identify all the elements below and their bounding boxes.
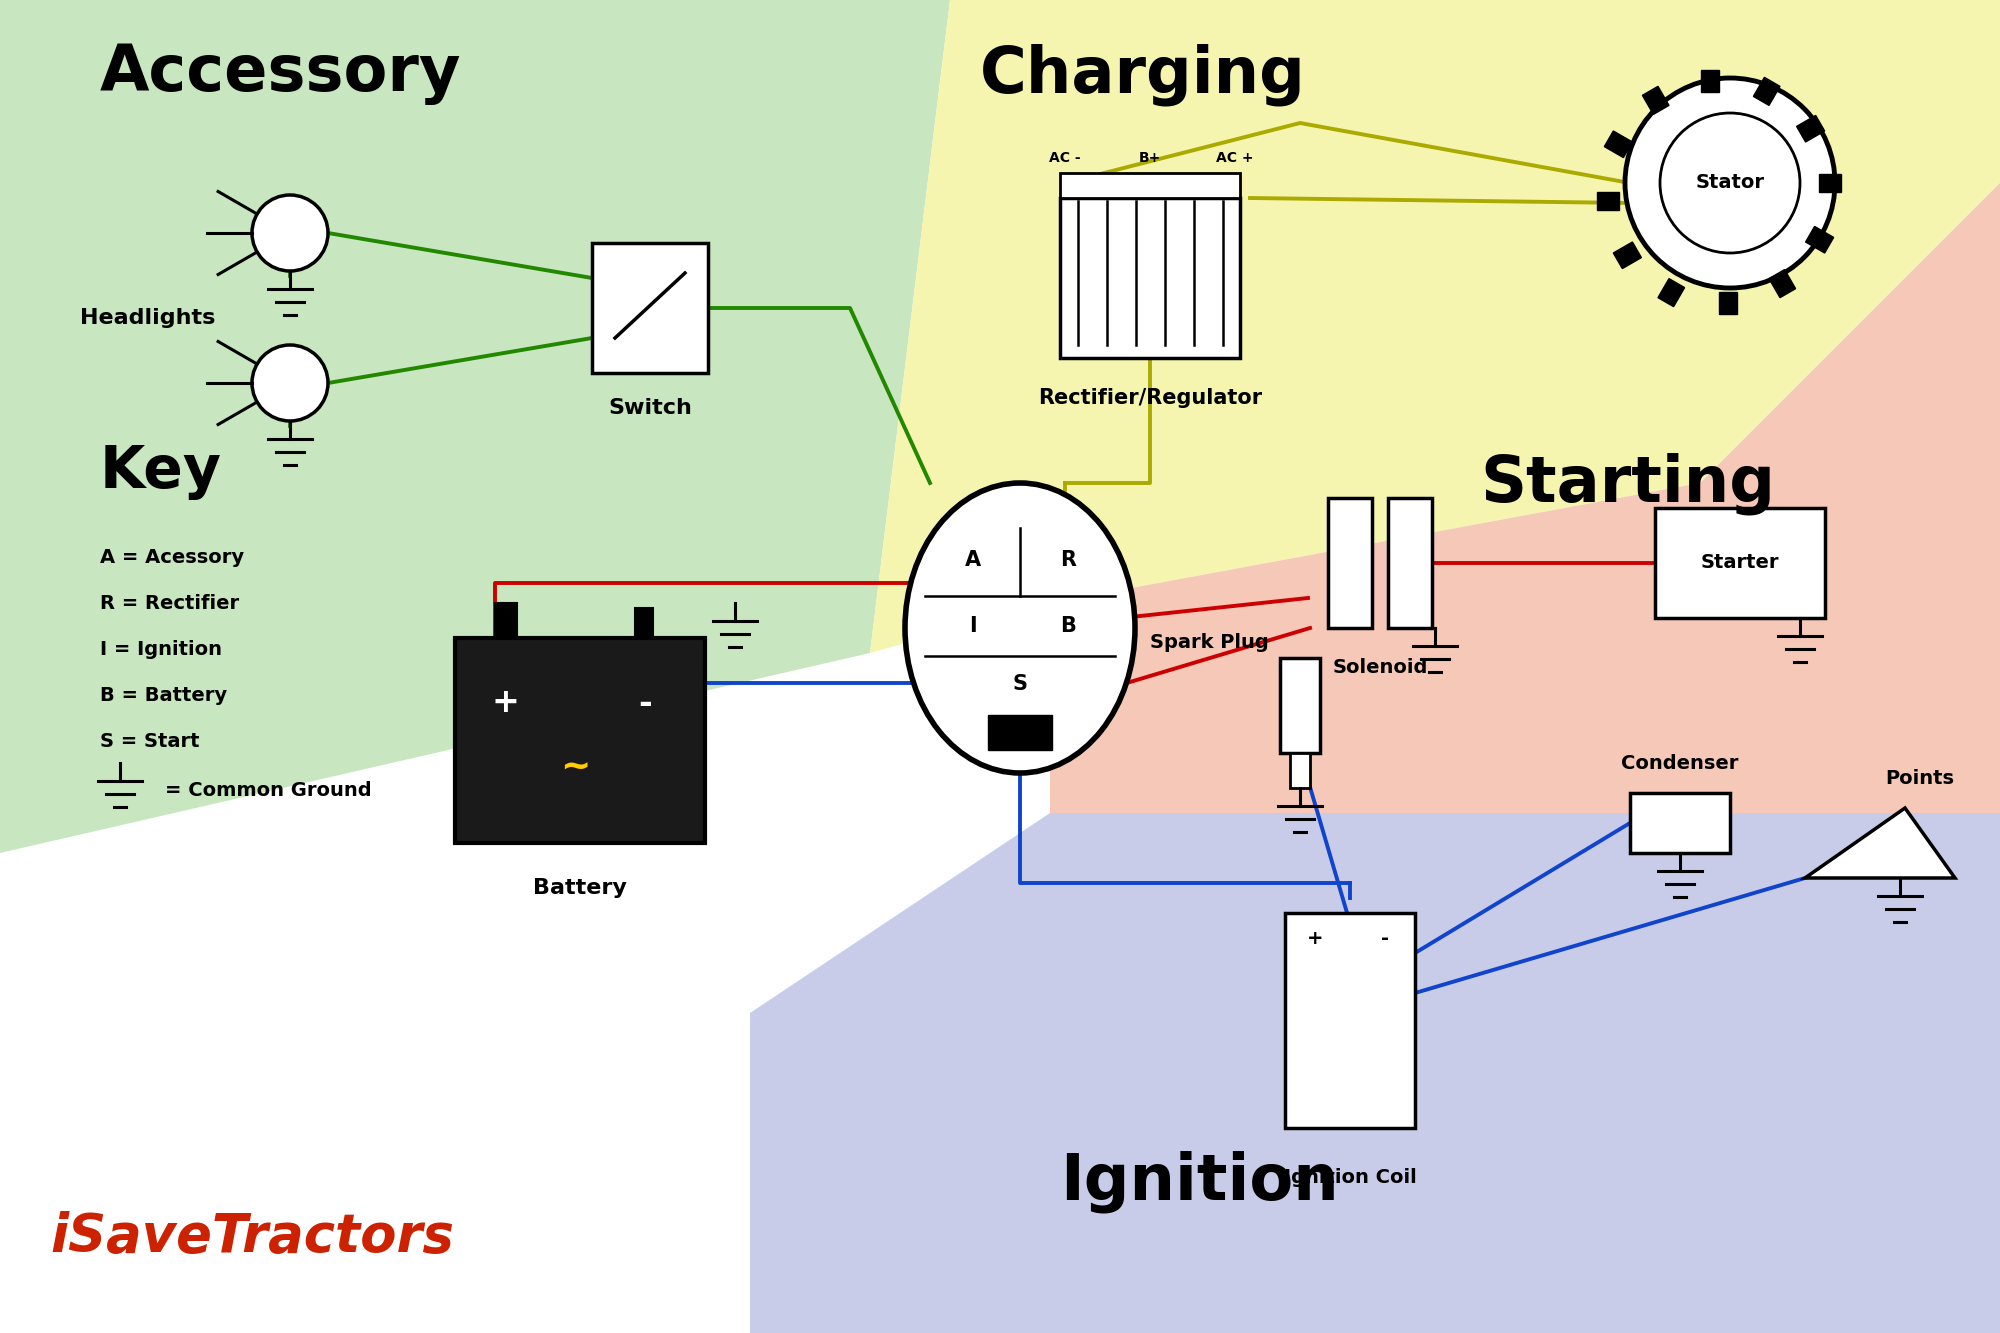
Bar xyxy=(1720,292,1738,315)
Bar xyxy=(1654,508,1824,619)
Bar xyxy=(456,639,704,842)
Text: R = Rectifier: R = Rectifier xyxy=(100,595,240,613)
Bar xyxy=(592,243,708,373)
Text: A: A xyxy=(964,551,982,571)
Ellipse shape xyxy=(904,483,1134,773)
Text: AC +: AC + xyxy=(1216,151,1254,165)
Text: Accessory: Accessory xyxy=(100,43,462,105)
Bar xyxy=(1290,753,1310,788)
Polygon shape xyxy=(750,813,2000,1333)
Circle shape xyxy=(1660,113,1800,253)
Text: Headlights: Headlights xyxy=(80,308,216,328)
Bar xyxy=(1328,499,1372,628)
Bar xyxy=(1284,913,1416,1128)
Text: -: - xyxy=(638,686,652,720)
Text: S: S xyxy=(1012,674,1028,694)
Bar xyxy=(1770,269,1796,297)
Text: A = Acessory: A = Acessory xyxy=(100,548,244,567)
Text: Starting: Starting xyxy=(1480,453,1776,516)
Text: Ignition: Ignition xyxy=(1060,1150,1340,1213)
Text: Spark Plug: Spark Plug xyxy=(1150,633,1268,652)
Bar xyxy=(636,608,652,639)
Circle shape xyxy=(1624,79,1836,288)
Text: S = Start: S = Start xyxy=(100,732,200,750)
Bar xyxy=(1280,659,1320,753)
Text: Stator: Stator xyxy=(1696,173,1764,192)
Text: +: + xyxy=(1306,929,1324,948)
Bar xyxy=(1614,243,1642,268)
Text: AC -: AC - xyxy=(1050,151,1080,165)
Bar xyxy=(1658,279,1684,307)
Text: I: I xyxy=(970,616,976,636)
Text: B+: B+ xyxy=(1138,151,1162,165)
Text: Key: Key xyxy=(100,443,222,500)
Polygon shape xyxy=(1050,183,2000,813)
Bar xyxy=(1754,77,1780,105)
Text: +: + xyxy=(492,686,518,720)
Circle shape xyxy=(252,345,328,421)
Text: Points: Points xyxy=(1886,769,1954,788)
Text: -: - xyxy=(1380,929,1388,948)
Bar xyxy=(988,714,1052,750)
Bar xyxy=(1060,173,1240,199)
Bar xyxy=(1820,175,1840,192)
Text: Solenoid: Solenoid xyxy=(1332,659,1428,677)
Text: Charging: Charging xyxy=(980,43,1306,105)
Text: B = Battery: B = Battery xyxy=(100,686,228,705)
Polygon shape xyxy=(1804,808,1956,878)
Text: Rectifier/Regulator: Rectifier/Regulator xyxy=(1038,388,1262,408)
Bar xyxy=(1604,131,1632,157)
Bar xyxy=(1642,87,1670,115)
Polygon shape xyxy=(870,0,2000,653)
Bar xyxy=(1598,192,1620,211)
Polygon shape xyxy=(0,0,950,853)
Text: B: B xyxy=(1060,616,1076,636)
Bar xyxy=(1796,116,1824,143)
Bar xyxy=(1388,499,1432,628)
Text: = Common Ground: = Common Ground xyxy=(164,781,372,800)
Text: iSaveTractors: iSaveTractors xyxy=(50,1210,454,1262)
Bar xyxy=(1630,793,1730,853)
Bar xyxy=(496,603,516,639)
Bar xyxy=(1060,199,1240,359)
Text: R: R xyxy=(1060,551,1076,571)
Bar xyxy=(1806,227,1834,253)
Text: Starter: Starter xyxy=(1700,553,1780,572)
Text: Battery: Battery xyxy=(534,878,626,898)
Text: Switch: Switch xyxy=(608,399,692,419)
Text: I = Ignition: I = Ignition xyxy=(100,640,222,659)
Text: ~: ~ xyxy=(560,750,590,785)
Text: Ignition Coil: Ignition Coil xyxy=(1284,1168,1416,1186)
Text: Condenser: Condenser xyxy=(1622,754,1738,773)
Bar xyxy=(1702,71,1720,92)
Circle shape xyxy=(252,195,328,271)
